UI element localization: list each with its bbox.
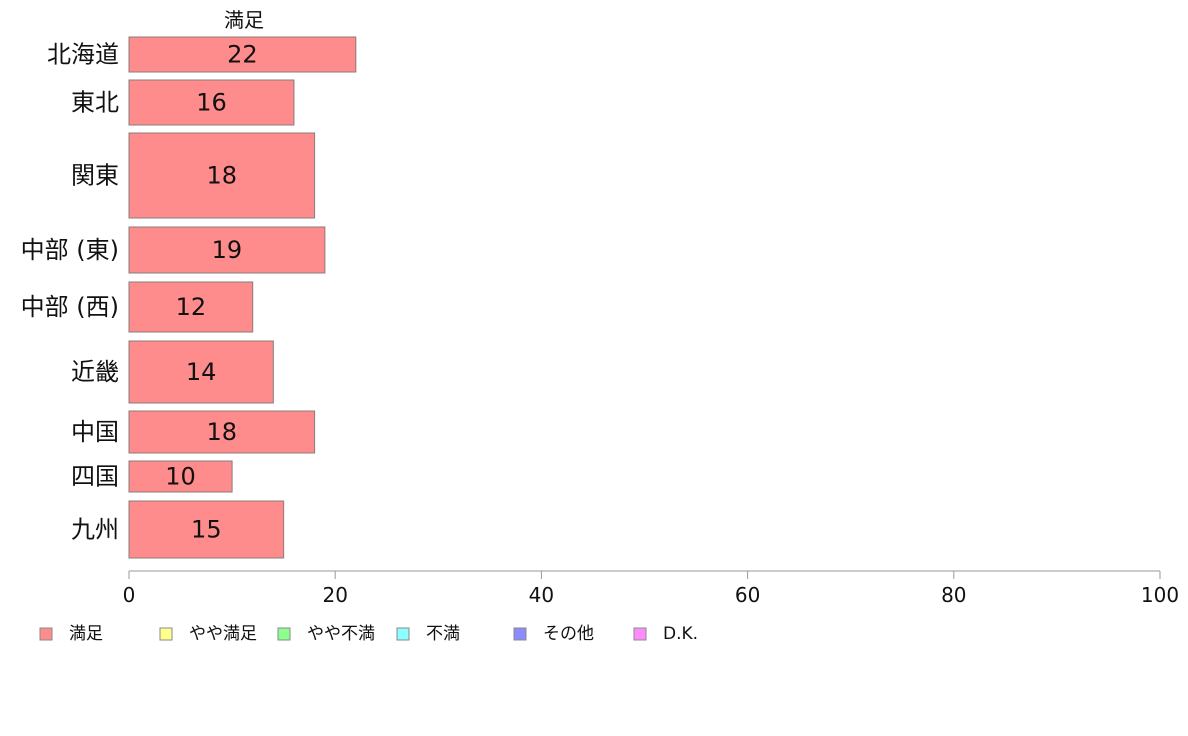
category-label: 九州 (71, 516, 119, 544)
legend-label: やや不満 (307, 624, 375, 644)
bar-segment (128, 79, 295, 126)
bar-segment (128, 132, 316, 219)
series-header-label: 満足 (224, 8, 264, 32)
x-tick-label: 100 (1141, 583, 1179, 607)
x-tick-label: 80 (941, 583, 966, 607)
legend-label: 満足 (69, 624, 103, 644)
category-label: 東北 (71, 89, 119, 117)
x-tick-label: 40 (529, 583, 554, 607)
legend-swatch (633, 627, 647, 641)
bar-value-label: 14 (186, 358, 217, 386)
category-label: 中部 (西) (21, 293, 119, 321)
legend-swatch (513, 627, 527, 641)
bar-value-label: 18 (207, 418, 238, 446)
bar-segment (128, 500, 285, 559)
legend-swatch (159, 627, 173, 641)
category-label: 関東 (71, 162, 119, 190)
category-label: 近畿 (71, 358, 119, 386)
x-tick-label: 20 (322, 583, 347, 607)
bar-value-label: 18 (207, 162, 238, 190)
legend-label: その他 (543, 624, 594, 644)
category-label: 四国 (71, 463, 119, 491)
legend-label: 不満 (426, 624, 460, 644)
bar-segment (128, 340, 274, 404)
bar-value-label: 15 (191, 516, 222, 544)
bar-value-label: 10 (165, 463, 196, 491)
legend-label: やや満足 (189, 624, 257, 644)
bar-value-label: 22 (227, 41, 258, 69)
bar-value-label: 16 (196, 89, 227, 117)
bar-segment (128, 410, 316, 454)
bar-segment (128, 36, 357, 73)
category-label: 中国 (71, 418, 119, 446)
category-label: 中部 (東) (21, 236, 119, 264)
legend-swatch (39, 627, 53, 641)
legend-swatch (277, 627, 291, 641)
bar-value-label: 19 (212, 236, 243, 264)
x-tick-label: 0 (123, 583, 136, 607)
bar-value-label: 12 (176, 293, 207, 321)
bar-segment (128, 226, 326, 274)
bar-segment (128, 460, 233, 493)
category-label: 北海道 (47, 41, 119, 69)
x-tick-label: 60 (735, 583, 760, 607)
legend-label: D.K. (663, 624, 698, 644)
legend-swatch (396, 627, 410, 641)
bar-segment (128, 281, 254, 333)
